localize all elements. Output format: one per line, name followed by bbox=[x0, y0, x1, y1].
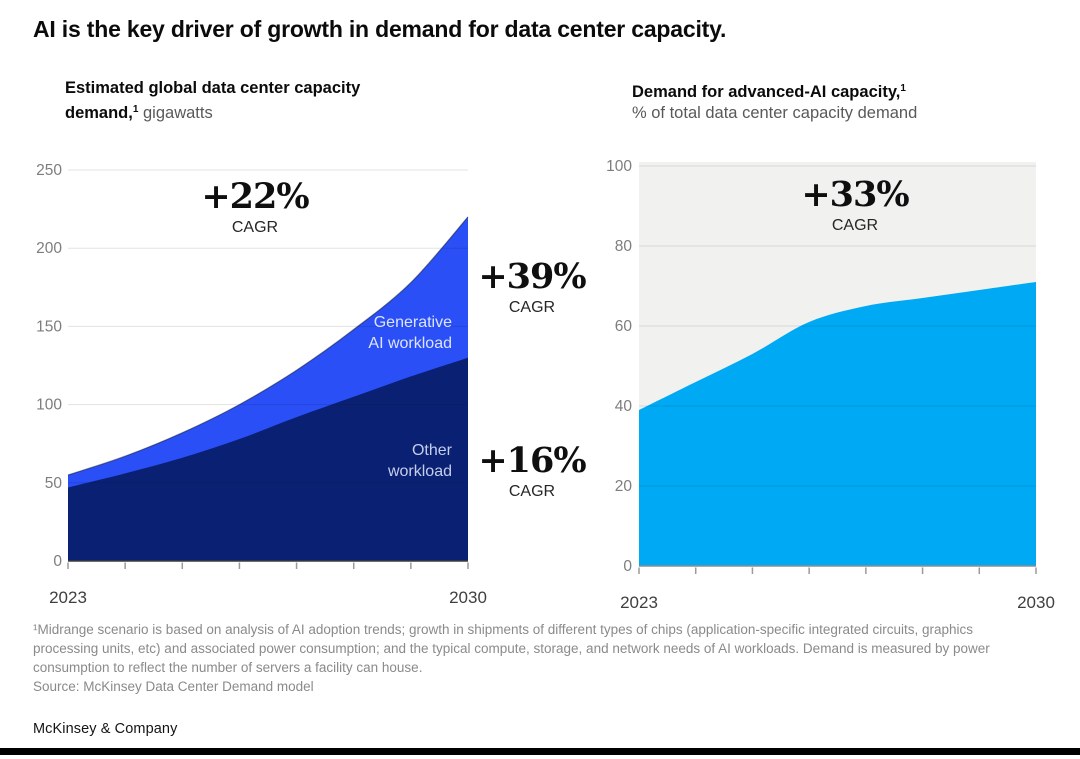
svg-text:20: 20 bbox=[615, 478, 633, 495]
series-label-generative-ai-workload: Generative AI workload bbox=[368, 314, 452, 352]
annotation-advanced-ai-label: CAGR bbox=[831, 217, 879, 234]
right-chart-title-bold: Demand for advanced-AI capacity,1 bbox=[632, 83, 906, 101]
annotation-other-label: CAGR bbox=[508, 483, 556, 500]
svg-text:150: 150 bbox=[36, 318, 62, 335]
annotation-total-cagr: +22% CAGR bbox=[170, 178, 340, 237]
annotation-total-label: CAGR bbox=[231, 219, 279, 236]
svg-text:100: 100 bbox=[36, 397, 62, 414]
annotation-advanced-ai-value: +33% bbox=[801, 174, 909, 215]
svg-text:250: 250 bbox=[36, 162, 62, 179]
svg-text:100: 100 bbox=[606, 158, 632, 175]
annotation-genai-cagr: +39% CAGR bbox=[447, 258, 617, 317]
svg-text:50: 50 bbox=[45, 475, 63, 492]
right-chart-title: Demand for advanced-AI capacity,1 % of t… bbox=[632, 78, 917, 124]
svg-text:2023: 2023 bbox=[620, 593, 658, 612]
series-label-other-workload: Other workload bbox=[387, 442, 452, 480]
annotation-genai-value: +39% bbox=[478, 256, 586, 297]
svg-text:2030: 2030 bbox=[449, 588, 487, 607]
annotation-total-value: +22% bbox=[201, 176, 309, 217]
footnote-line-3: consumption to reflect the number of ser… bbox=[33, 660, 423, 675]
left-chart-unit: gigawatts bbox=[138, 104, 213, 122]
annotation-genai-label: CAGR bbox=[508, 299, 556, 316]
svg-text:2023: 2023 bbox=[49, 588, 87, 607]
footnote-marker: 1 bbox=[900, 83, 906, 94]
page-title: AI is the key driver of growth in demand… bbox=[33, 16, 727, 42]
right-chart-subtitle: % of total data center capacity demand bbox=[632, 104, 918, 122]
annotation-other-cagr: +16% CAGR bbox=[447, 442, 617, 501]
left-chart-title: Estimated global data center capacity de… bbox=[65, 78, 360, 124]
bottom-divider-bar bbox=[0, 748, 1080, 755]
annotation-other-value: +16% bbox=[478, 440, 586, 481]
left-chart-title-bold-line1: Estimated global data center capacity bbox=[65, 79, 361, 97]
footnote-line-1: ¹Midrange scenario is based on analysis … bbox=[33, 622, 973, 637]
annotation-advanced-ai-cagr: +33% CAGR bbox=[770, 176, 940, 235]
left-chart-title-bold-line2: demand,1 bbox=[65, 104, 139, 122]
svg-text:80: 80 bbox=[615, 238, 633, 255]
footnote-marker: 1 bbox=[132, 104, 139, 115]
svg-text:40: 40 bbox=[615, 398, 633, 415]
svg-text:200: 200 bbox=[36, 240, 62, 257]
svg-text:60: 60 bbox=[615, 318, 633, 335]
brand-footer: McKinsey & Company bbox=[33, 721, 178, 737]
footnote-line-2: processing units, etc) and associated po… bbox=[33, 641, 990, 656]
footnote: ¹Midrange scenario is based on analysis … bbox=[33, 620, 1063, 696]
svg-text:0: 0 bbox=[53, 553, 62, 570]
source-line: Source: McKinsey Data Center Demand mode… bbox=[33, 679, 314, 694]
svg-text:2030: 2030 bbox=[1017, 593, 1055, 612]
svg-text:0: 0 bbox=[623, 558, 632, 575]
